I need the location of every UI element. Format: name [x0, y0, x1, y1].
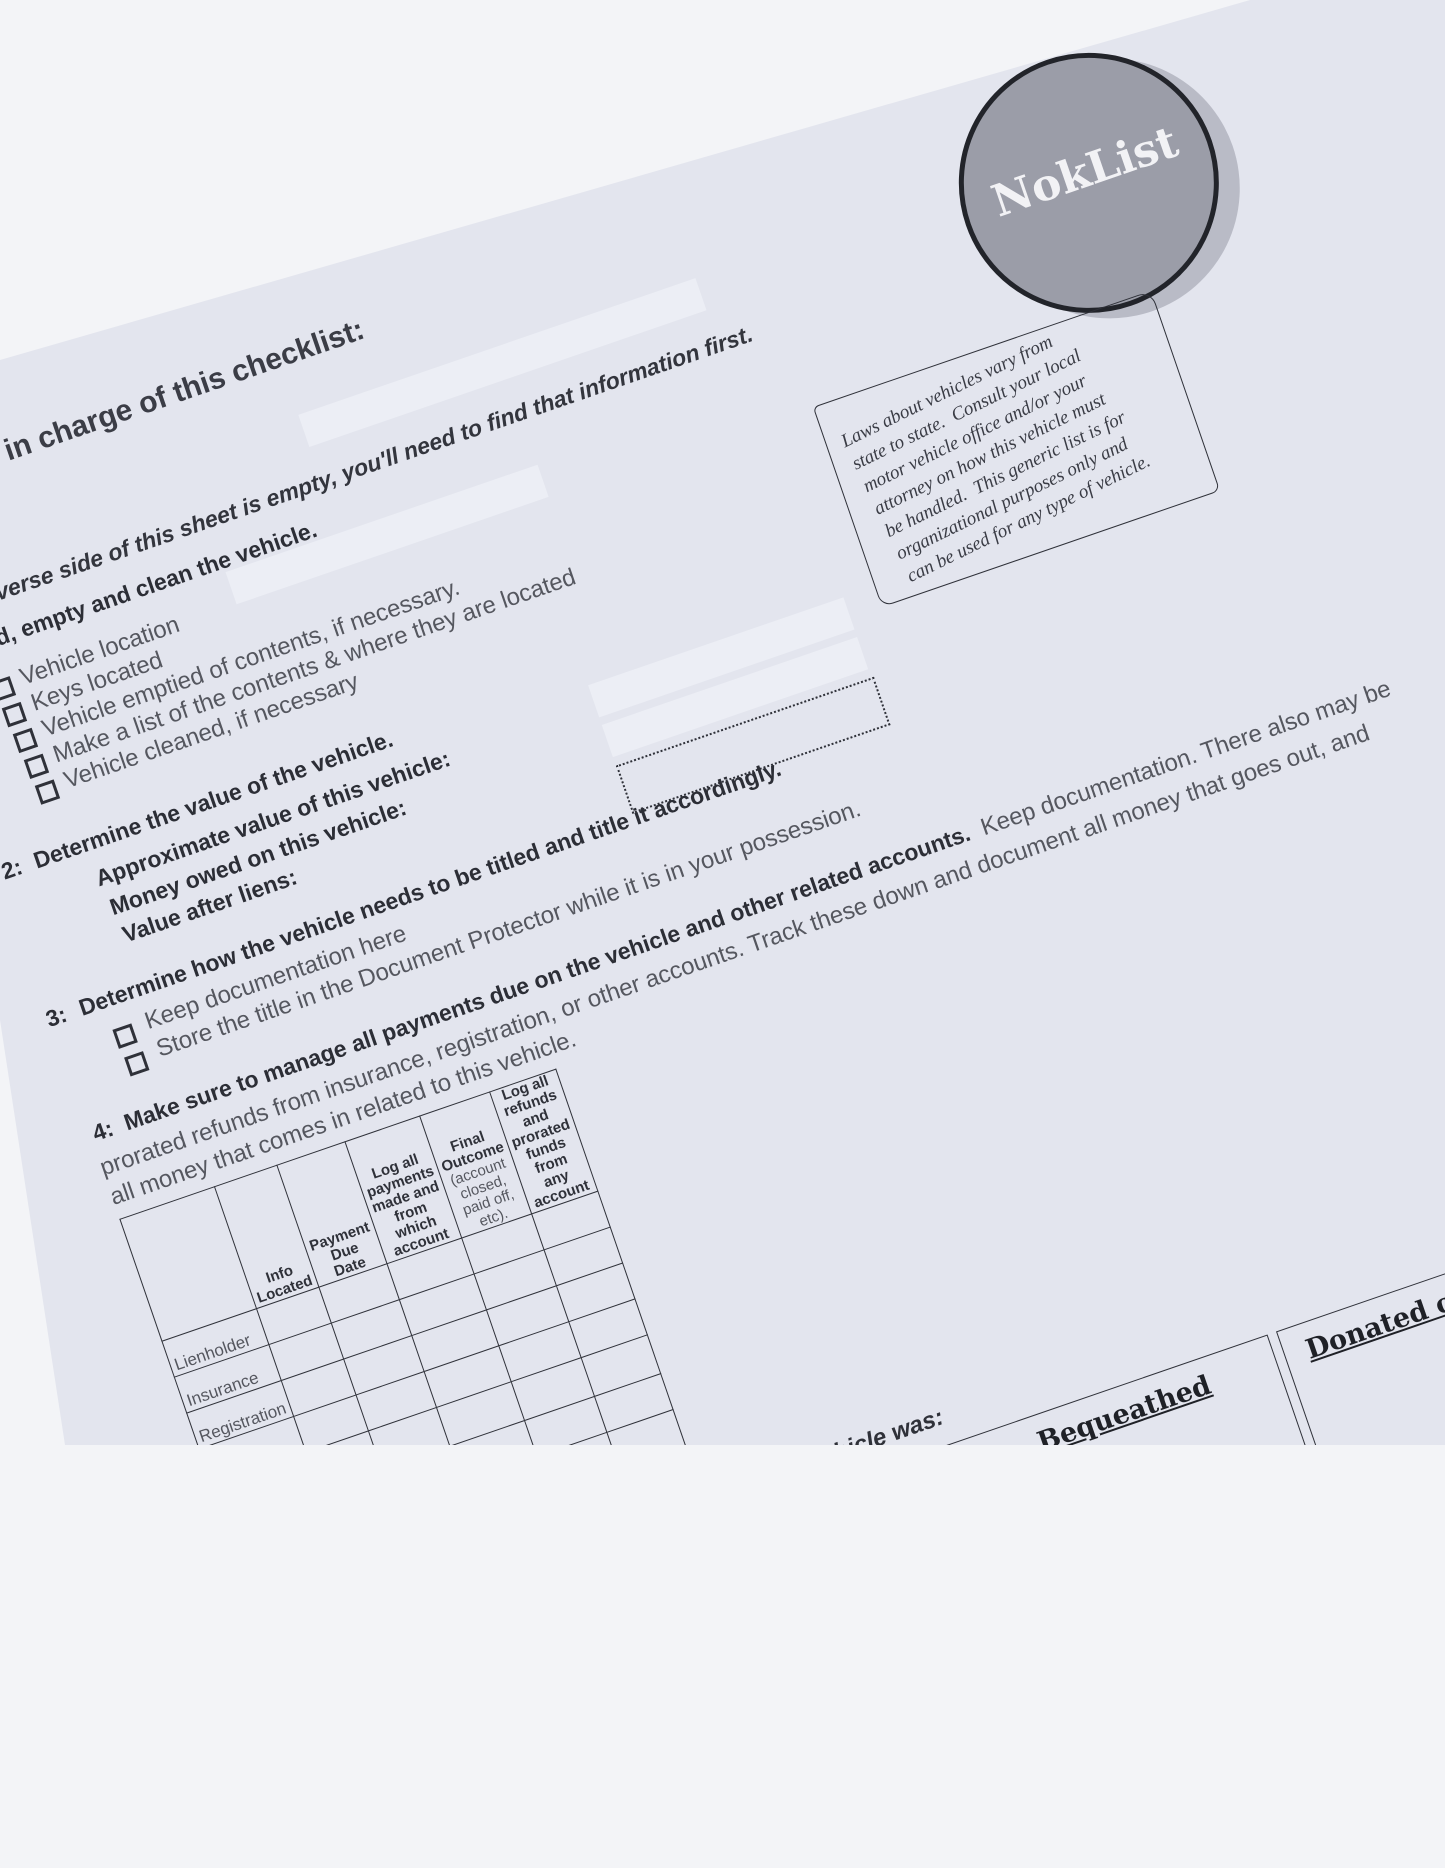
table-cell[interactable] — [331, 1506, 406, 1564]
noklist-logo: NokList — [923, 17, 1255, 349]
table-cell[interactable] — [549, 1468, 631, 1528]
table-cell[interactable] — [561, 1504, 643, 1564]
logo-text: NokList — [985, 116, 1185, 228]
bequeathed-box: Bequeathed — [945, 1334, 1334, 1445]
checkbox[interactable] — [23, 753, 50, 779]
highlight-band — [0, 0, 837, 300]
table-cell[interactable] — [382, 1446, 462, 1505]
checkbox[interactable] — [0, 676, 17, 702]
checkbox[interactable] — [112, 1023, 138, 1049]
table-cell[interactable] — [356, 1577, 431, 1635]
checkbox[interactable] — [12, 727, 39, 754]
donated-label: Donated o — [1301, 1286, 1445, 1366]
row-label — [237, 1527, 344, 1595]
table-cell[interactable] — [474, 1492, 561, 1554]
checklist-sheet: NokList in charge of this checklist: ver… — [0, 0, 1445, 1445]
table-cell[interactable] — [344, 1541, 419, 1599]
table-cell[interactable] — [394, 1482, 474, 1541]
intro-instruction: verse side of this sheet is empty, you'l… — [0, 320, 757, 606]
vehicle-was-label: Vehicle was: — [802, 1403, 947, 1476]
step3-number: 3: — [42, 1000, 71, 1033]
table-cell[interactable] — [407, 1518, 487, 1577]
row-label: Roadside Assistance — [211, 1452, 319, 1523]
row-label — [250, 1563, 357, 1631]
checkbox[interactable] — [34, 779, 61, 805]
step4-number: 4: — [88, 1114, 117, 1147]
table-cell[interactable] — [631, 1482, 709, 1541]
legal-note-box: Laws about vehicles vary from state to s… — [812, 290, 1221, 608]
table-row — [262, 1482, 710, 1668]
table-cell[interactable] — [319, 1470, 394, 1528]
checkbox[interactable] — [124, 1051, 150, 1077]
row-label — [225, 1491, 332, 1559]
table-cell[interactable] — [462, 1457, 549, 1519]
row-label — [262, 1599, 369, 1667]
donated-box: Donated o — [1275, 1194, 1445, 1445]
table-row — [250, 1446, 698, 1632]
step2-number: 2: — [0, 853, 26, 885]
table-cell[interactable] — [487, 1528, 574, 1590]
table-cell[interactable] — [419, 1554, 499, 1613]
table-cell[interactable] — [619, 1446, 697, 1505]
checkbox[interactable] — [1, 701, 28, 728]
legal-note-text: Laws about vehicles vary from state to s… — [837, 331, 1154, 587]
